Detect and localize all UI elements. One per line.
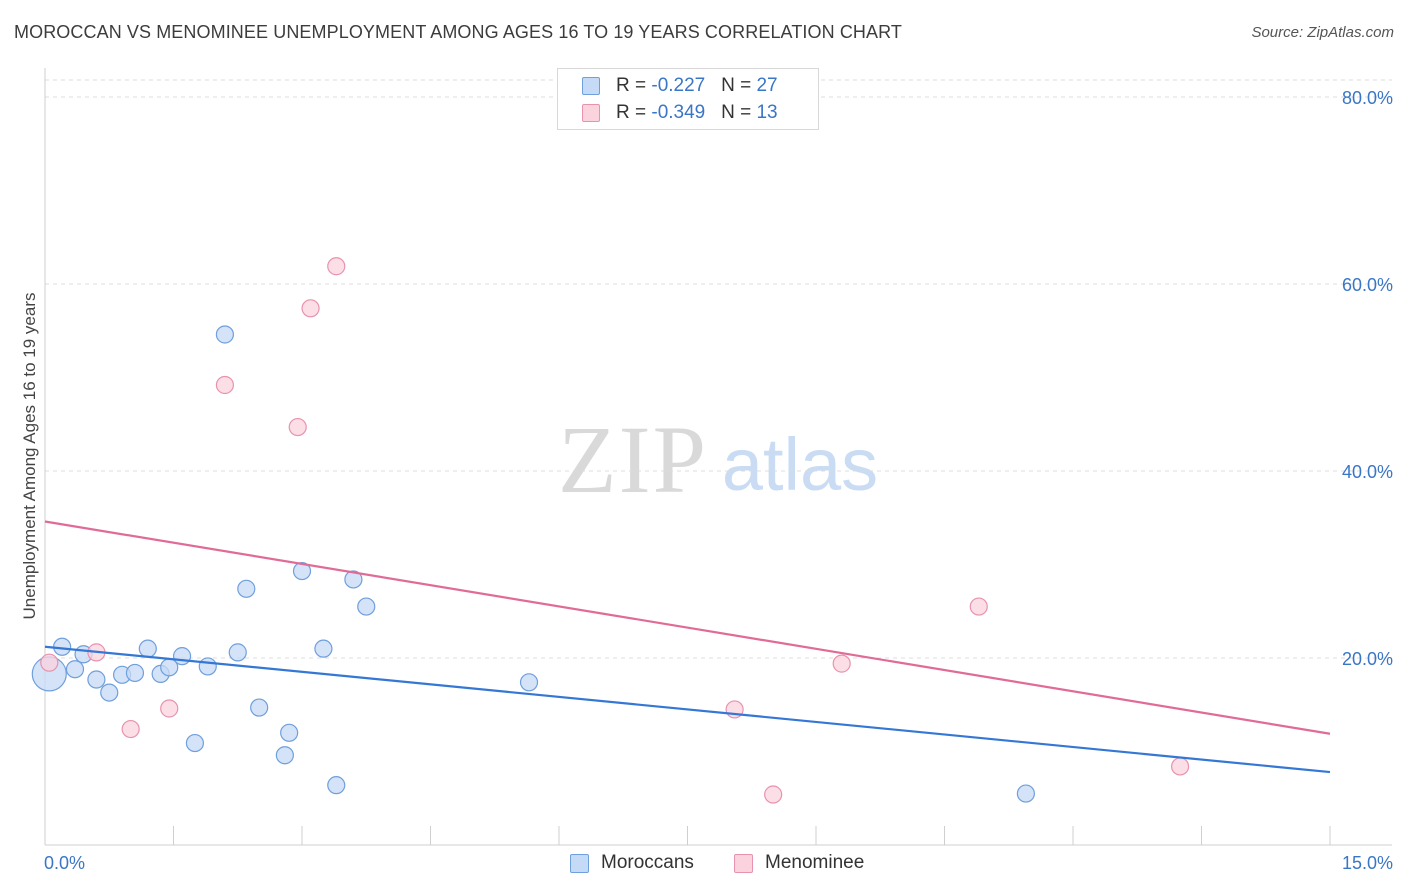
y-tick-label-80: 80.0% [1342, 88, 1393, 108]
moroccans-point-8 [138, 639, 157, 658]
menominee-point-9 [764, 785, 783, 804]
moroccans-legend-swatch [570, 854, 589, 873]
x-tick-label-max: 15.0% [1342, 853, 1393, 873]
menominee-point-12 [1170, 757, 1190, 776]
menominee-legend-label: Menominee [765, 852, 865, 873]
menominee-stats: R = -0.349 N = 13 [616, 102, 778, 124]
menominee-point-11 [969, 597, 988, 616]
menominee-point-7 [327, 257, 346, 276]
moroccans-point-20 [292, 561, 312, 581]
chart-title: MOROCCAN VS MENOMINEE UNEMPLOYMENT AMONG… [14, 22, 902, 42]
moroccans-point-13 [198, 657, 217, 676]
watermark-atlas: atlas [722, 423, 878, 506]
moroccans-point-24 [357, 597, 376, 616]
stats-legend: R = -0.227 N = 27 R = -0.349 N = 13 [557, 68, 819, 130]
moroccans-point-18 [275, 746, 294, 765]
moroccans-stats: R = -0.227 N = 27 [616, 75, 778, 97]
moroccans-point-26 [1016, 784, 1035, 803]
n-label: N = [721, 75, 757, 96]
moroccans-point-21 [314, 639, 333, 658]
moroccans-point-22 [327, 776, 346, 795]
menominee-legend-swatch [734, 854, 753, 873]
moroccans-legend-label: Moroccans [601, 852, 694, 873]
x-tick-label-min: 0.0% [44, 853, 85, 873]
r-label: R = [616, 102, 652, 123]
moroccans-point-17 [250, 698, 269, 717]
moroccans-point-7 [125, 663, 145, 683]
n-label: N = [721, 102, 757, 123]
chart-source: Source: ZipAtlas.com [1251, 24, 1394, 41]
menominee-point-4 [215, 375, 234, 395]
n-value: 27 [756, 75, 778, 96]
series-legend: Moroccans Menominee [0, 851, 1406, 877]
menominee-point-10 [832, 654, 851, 673]
menominee-point-6 [301, 299, 320, 318]
moroccans-point-15 [228, 643, 247, 662]
menominee-point-0 [40, 653, 59, 672]
moroccans-point-11 [172, 647, 192, 666]
y-tick-label-20: 20.0% [1342, 649, 1393, 669]
moroccans-point-4 [87, 670, 106, 689]
moroccans-point-2 [65, 660, 85, 679]
r-value: -0.227 [651, 75, 706, 96]
moroccans-point-12 [185, 733, 205, 753]
moroccans-point-14 [215, 325, 234, 344]
y-tick-label-40: 40.0% [1342, 462, 1393, 482]
menominee-swatch [582, 104, 600, 122]
menominee-point-5 [288, 417, 307, 437]
moroccans-point-25 [519, 673, 539, 692]
moroccans-trend-line [44, 645, 1331, 774]
r-value: -0.349 [651, 102, 706, 123]
y-tick-label-60: 60.0% [1342, 275, 1393, 295]
watermark-zip: ZIP [558, 406, 708, 513]
moroccans-point-19 [280, 723, 299, 742]
moroccans-point-5 [100, 683, 119, 702]
moroccans-point-16 [237, 579, 256, 598]
menominee-trend-line [44, 520, 1331, 735]
menominee-point-3 [160, 699, 179, 718]
r-label: R = [616, 75, 652, 96]
n-value: 13 [756, 102, 778, 123]
menominee-point-2 [121, 719, 140, 739]
moroccans-point-23 [344, 570, 363, 589]
moroccans-swatch [582, 77, 600, 95]
